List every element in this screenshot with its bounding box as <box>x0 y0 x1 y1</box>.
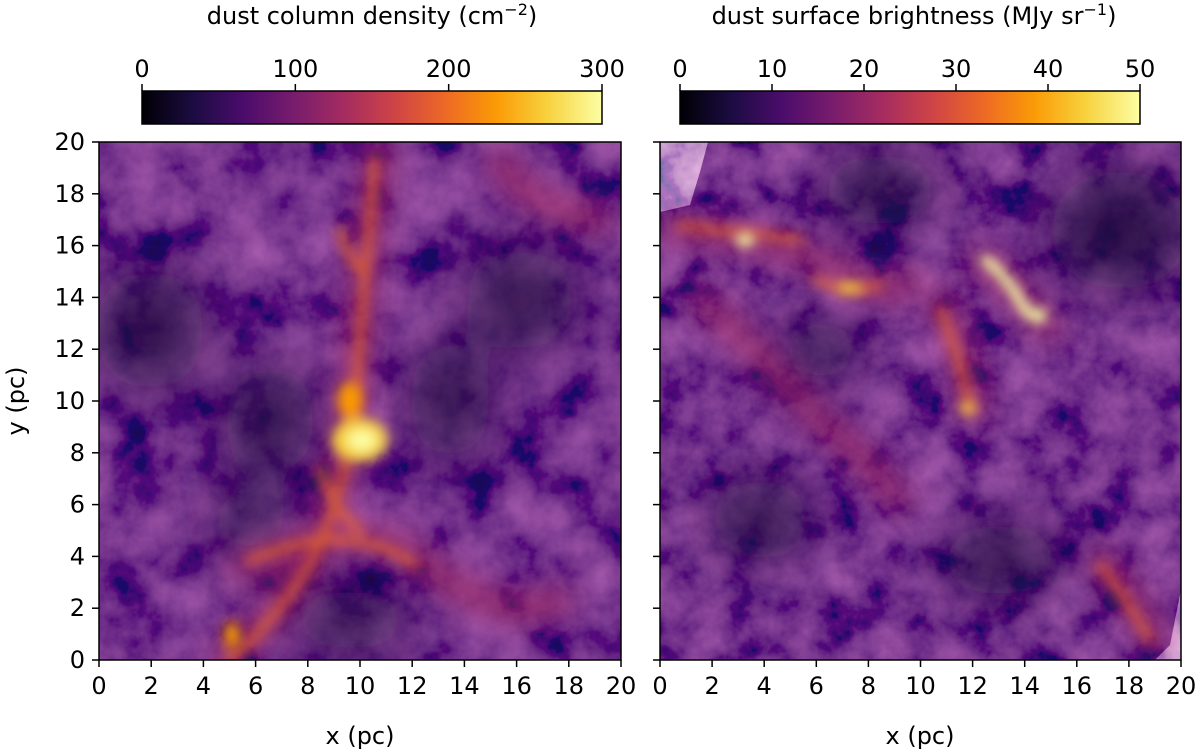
right-colorbar: dust surface brightness (MJy sr−1) 0 10 20… <box>672 0 1156 125</box>
right-colorbar-label: dust surface brightness (MJy sr−1) <box>712 0 1117 30</box>
left-y-tick-label: 14 <box>54 283 85 311</box>
left-y-tick-label: 10 <box>54 387 85 415</box>
right-x-tick-label: 20 <box>1166 672 1197 700</box>
left-x-tick-label: 12 <box>397 672 428 700</box>
left-x-tick-label: 14 <box>449 672 480 700</box>
left-colorbar-label: dust column density (cm−2) <box>207 0 538 30</box>
left-y-tick-label: 18 <box>54 180 85 208</box>
y-axis-label: y (pc) <box>2 367 30 436</box>
left-x-tick-label: 20 <box>606 672 637 700</box>
left-y-tick-label: 0 <box>70 646 85 674</box>
left-x-tick-label: 16 <box>501 672 532 700</box>
right-x-tick-label: 10 <box>905 672 936 700</box>
right-image-panel <box>660 142 1181 660</box>
left-y-tick-label: 2 <box>70 594 85 622</box>
left-y-tick-label: 20 <box>54 128 85 156</box>
left-x-tick-label: 0 <box>91 672 106 700</box>
left-axes: 0 2 4 6 8 10 12 14 16 18 20 0 2 4 6 8 10 12 14 16 18 20 <box>54 128 636 700</box>
left-colorbar-tick-label: 300 <box>579 55 625 83</box>
right-x-tick-label: 16 <box>1062 672 1093 700</box>
left-colorbar-tick-label: 0 <box>134 55 149 83</box>
left-y-tick-label: 4 <box>70 542 85 570</box>
right-colorbar-gradient <box>679 90 1141 125</box>
right-x-axis-label: x (pc) <box>886 722 955 750</box>
right-colorbar-tick-label: 30 <box>941 55 972 83</box>
left-x-tick-label: 2 <box>144 672 159 700</box>
right-colorbar-tick-label: 10 <box>757 55 788 83</box>
right-axes: 0 2 4 6 8 10 12 14 16 18 20 <box>652 141 1197 700</box>
left-y-tick-label: 12 <box>54 335 85 363</box>
right-x-tick-label: 8 <box>861 672 876 700</box>
right-x-tick-label: 6 <box>809 672 824 700</box>
right-colorbar-tick-label: 20 <box>849 55 880 83</box>
right-x-tick-label: 18 <box>1114 672 1145 700</box>
left-colorbar-gradient <box>141 90 603 125</box>
right-colorbar-tick-label: 50 <box>1125 55 1156 83</box>
right-x-tick-label: 0 <box>652 672 667 700</box>
left-image-panel <box>99 142 621 660</box>
right-x-tick-label: 4 <box>757 672 772 700</box>
left-y-tick-label: 6 <box>70 491 85 519</box>
left-x-tick-label: 10 <box>345 672 376 700</box>
left-x-tick-label: 18 <box>554 672 585 700</box>
left-x-tick-label: 6 <box>248 672 263 700</box>
left-x-tick-label: 8 <box>300 672 315 700</box>
right-x-tick-label: 12 <box>957 672 988 700</box>
right-x-tick-label: 14 <box>1009 672 1040 700</box>
left-x-tick-label: 4 <box>196 672 211 700</box>
right-x-tick-label: 2 <box>704 672 719 700</box>
left-colorbar-tick-label: 200 <box>426 55 472 83</box>
left-y-tick-label: 16 <box>54 232 85 260</box>
left-x-axis-label: x (pc) <box>326 722 395 750</box>
right-colorbar-tick-label: 0 <box>672 55 687 83</box>
right-colorbar-tick-label: 40 <box>1033 55 1064 83</box>
left-colorbar-tick-label: 100 <box>272 55 318 83</box>
left-y-tick-label: 8 <box>70 439 85 467</box>
left-colorbar: dust column density (cm−2) 0 100 200 300 <box>134 0 625 125</box>
